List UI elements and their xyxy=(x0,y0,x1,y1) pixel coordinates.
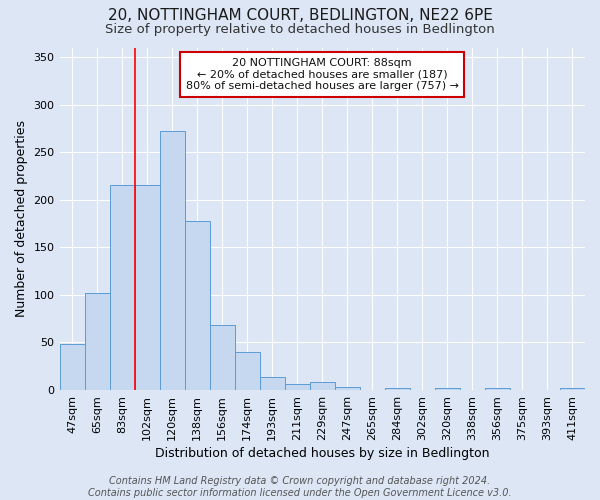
Bar xyxy=(134,186,160,390)
Y-axis label: Number of detached properties: Number of detached properties xyxy=(15,120,28,318)
Bar xyxy=(385,388,410,390)
Bar xyxy=(485,388,510,390)
Bar xyxy=(59,344,85,390)
X-axis label: Distribution of detached houses by size in Bedlington: Distribution of detached houses by size … xyxy=(155,447,490,460)
Bar xyxy=(110,186,134,390)
Bar xyxy=(85,293,110,390)
Bar xyxy=(560,388,585,390)
Bar xyxy=(160,131,185,390)
Bar xyxy=(235,352,260,390)
Text: Size of property relative to detached houses in Bedlington: Size of property relative to detached ho… xyxy=(105,22,495,36)
Bar xyxy=(185,220,209,390)
Text: 20 NOTTINGHAM COURT: 88sqm  
← 20% of detached houses are smaller (187)
80% of s: 20 NOTTINGHAM COURT: 88sqm ← 20% of deta… xyxy=(186,58,459,91)
Bar xyxy=(209,326,235,390)
Bar xyxy=(435,388,460,390)
Text: 20, NOTTINGHAM COURT, BEDLINGTON, NE22 6PE: 20, NOTTINGHAM COURT, BEDLINGTON, NE22 6… xyxy=(107,8,493,22)
Bar xyxy=(285,384,310,390)
Bar xyxy=(310,382,335,390)
Bar xyxy=(335,387,360,390)
Bar xyxy=(260,376,285,390)
Text: Contains HM Land Registry data © Crown copyright and database right 2024.
Contai: Contains HM Land Registry data © Crown c… xyxy=(88,476,512,498)
